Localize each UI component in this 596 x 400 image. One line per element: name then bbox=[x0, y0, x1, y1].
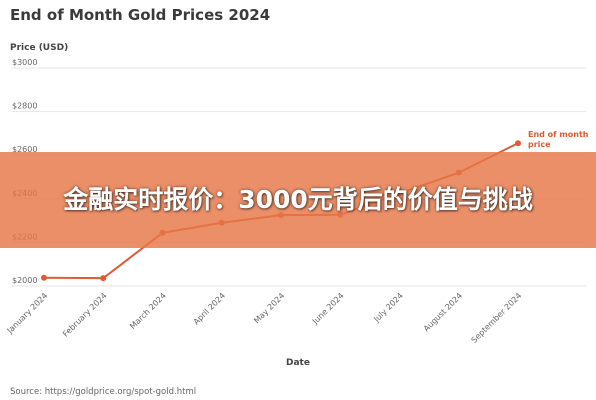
data-point bbox=[515, 140, 521, 147]
y-tick-label: $2800 bbox=[12, 102, 37, 111]
x-tick-label: June 2024 bbox=[310, 291, 346, 327]
x-tick-label: April 2024 bbox=[192, 291, 227, 326]
x-axis-label: Date bbox=[286, 358, 310, 368]
source-link[interactable]: Source: https://goldprice.org/spot-gold.… bbox=[10, 387, 197, 397]
y-tick-label: $3000 bbox=[12, 58, 37, 67]
y-tick-label: $2000 bbox=[12, 276, 37, 285]
x-tick-label: August 2024 bbox=[422, 291, 464, 333]
headline-text: 金融实时报价：3000元背后的价值与挑战 bbox=[63, 185, 533, 214]
x-tick-label: May 2024 bbox=[252, 291, 286, 325]
series-annotation: End of month bbox=[528, 130, 589, 139]
x-tick-label: July 2024 bbox=[371, 291, 404, 324]
x-tick-label: September 2024 bbox=[470, 291, 524, 345]
x-tick-label: January 2024 bbox=[5, 291, 50, 336]
data-point bbox=[41, 274, 47, 281]
chart-title: End of Month Gold Prices 2024 bbox=[10, 6, 271, 24]
headline-banner: 金融实时报价：3000元背后的价值与挑战 bbox=[0, 152, 596, 248]
x-tick-label: February 2024 bbox=[61, 291, 109, 339]
data-point bbox=[100, 275, 107, 282]
y-tick-label: $2600 bbox=[12, 145, 37, 154]
x-tick-label: March 2024 bbox=[128, 291, 168, 331]
series-annotation: price bbox=[528, 140, 551, 149]
y-axis-label: Price (USD) bbox=[10, 43, 69, 53]
x-tick-labels: January 2024 February 2024 March 2024 April… bbox=[5, 291, 524, 345]
